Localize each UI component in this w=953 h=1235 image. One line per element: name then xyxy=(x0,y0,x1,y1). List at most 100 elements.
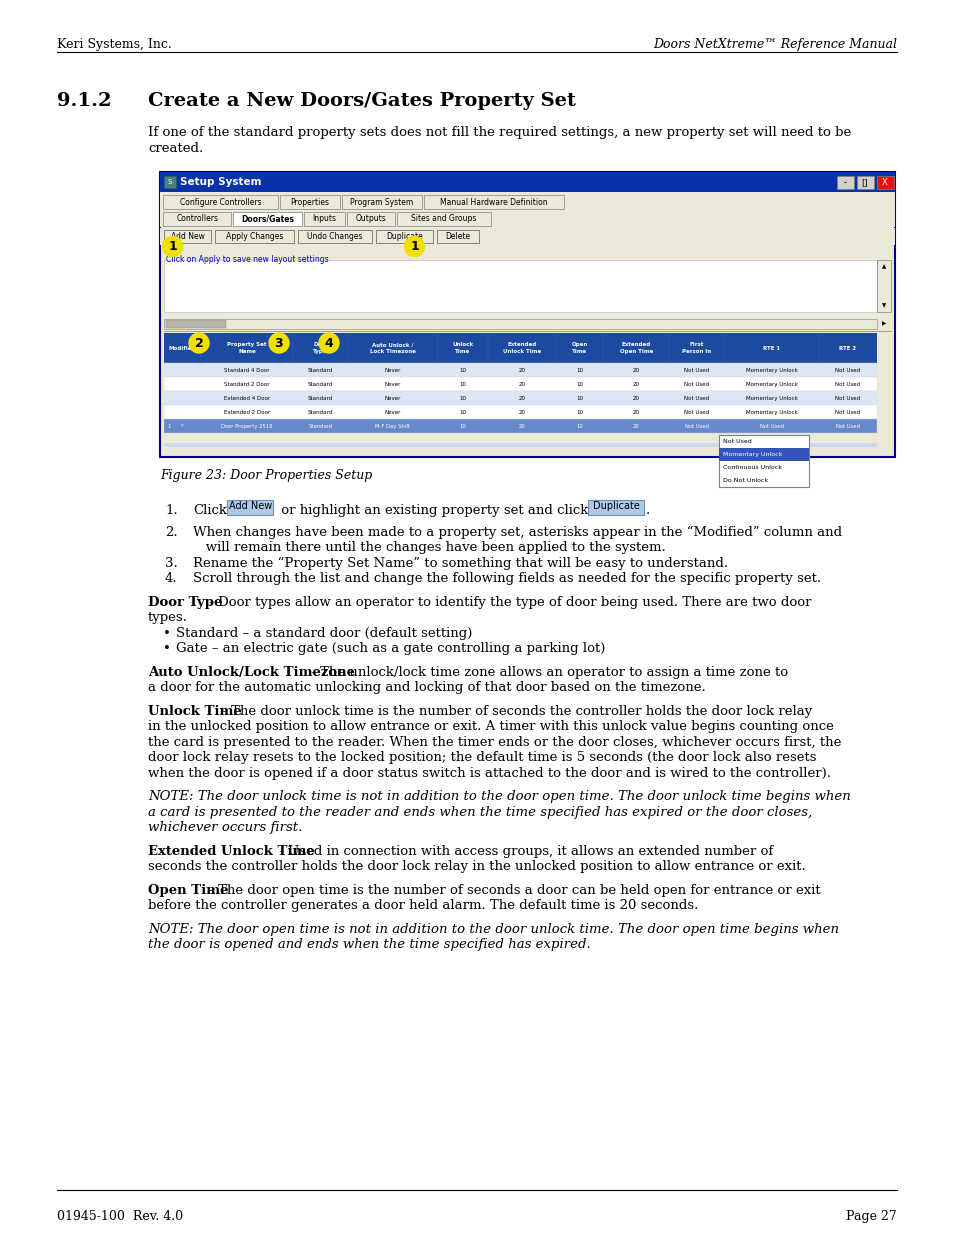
Bar xyxy=(160,228,894,245)
Circle shape xyxy=(318,333,338,353)
Bar xyxy=(396,212,491,226)
Text: 01945-100  Rev. 4.0: 01945-100 Rev. 4.0 xyxy=(57,1210,183,1223)
Text: Not Used: Not Used xyxy=(683,382,709,387)
Text: Momentary Unlock: Momentary Unlock xyxy=(722,452,782,457)
Bar xyxy=(164,363,876,377)
Text: 20: 20 xyxy=(517,424,525,429)
Text: 1: 1 xyxy=(168,240,176,253)
Text: - Used in connection with access groups, it allows an extended number of: - Used in connection with access groups,… xyxy=(274,845,773,857)
Bar xyxy=(297,230,372,243)
Text: Momentary Unlock: Momentary Unlock xyxy=(745,368,797,373)
Text: - The door open time is the number of seconds a door can be held open for entran: - The door open time is the number of se… xyxy=(205,884,820,897)
Bar xyxy=(160,210,894,227)
Text: Not Used: Not Used xyxy=(683,395,709,400)
Text: Delete: Delete xyxy=(445,232,470,241)
Text: 1: 1 xyxy=(410,240,418,253)
Text: 10: 10 xyxy=(458,410,466,415)
Text: Scroll through the list and change the following fields as needed for the specif: Scroll through the list and change the f… xyxy=(193,572,821,585)
Text: *: * xyxy=(181,424,184,429)
Text: 20: 20 xyxy=(517,382,525,387)
Bar xyxy=(166,320,226,329)
Text: 9.1.2: 9.1.2 xyxy=(57,91,112,110)
Text: Configure Controllers: Configure Controllers xyxy=(179,198,261,206)
Text: Do Not Unlock: Do Not Unlock xyxy=(722,478,768,483)
Bar xyxy=(836,177,853,189)
Text: seconds the controller holds the door lock relay in the unlocked position to all: seconds the controller holds the door lo… xyxy=(148,861,805,873)
Text: Add New: Add New xyxy=(229,501,272,511)
Text: a door for the automatic unlocking and locking of that door based on the timezon: a door for the automatic unlocking and l… xyxy=(148,682,705,694)
Text: a card is presented to the reader and ends when the time specified has expired o: a card is presented to the reader and en… xyxy=(148,805,811,819)
Text: Open Time: Open Time xyxy=(148,884,229,897)
Text: 4: 4 xyxy=(324,336,333,350)
Text: Controllers: Controllers xyxy=(176,214,218,224)
Text: ▲: ▲ xyxy=(881,264,885,269)
Text: Momentary Unlock: Momentary Unlock xyxy=(745,382,797,387)
Text: the door is opened and ends when the time specified has expired.: the door is opened and ends when the tim… xyxy=(148,939,590,951)
Circle shape xyxy=(269,333,289,353)
Text: 20: 20 xyxy=(517,410,525,415)
Bar xyxy=(436,230,478,243)
Text: 10: 10 xyxy=(458,382,466,387)
Text: Properties: Properties xyxy=(291,198,329,206)
Text: Standard 2 Door: Standard 2 Door xyxy=(224,382,270,387)
Text: NOTE: The door open time is not in addition to the door unlock time. The door op: NOTE: The door open time is not in addit… xyxy=(148,923,838,936)
Text: ▶: ▶ xyxy=(881,321,885,326)
Text: Rename the “Property Set Name” to something that will be easy to understand.: Rename the “Property Set Name” to someth… xyxy=(193,557,727,569)
Text: 10: 10 xyxy=(458,368,466,373)
Text: types.: types. xyxy=(148,611,188,624)
Circle shape xyxy=(404,236,424,257)
Bar xyxy=(164,230,211,243)
Text: Doors/Gates: Doors/Gates xyxy=(241,214,294,224)
Bar xyxy=(164,391,876,405)
Text: Not Used: Not Used xyxy=(835,410,860,415)
Text: .: . xyxy=(645,504,650,517)
FancyBboxPatch shape xyxy=(227,499,274,515)
Text: Never: Never xyxy=(384,395,400,400)
Text: when the door is opened if a door status switch is attached to the door and is w: when the door is opened if a door status… xyxy=(148,767,830,779)
Text: X: X xyxy=(882,178,887,186)
Bar xyxy=(347,212,395,226)
Bar xyxy=(164,333,876,363)
Text: Property Set
Name: Property Set Name xyxy=(227,342,266,353)
Text: 2: 2 xyxy=(194,336,203,350)
Text: First
Person In: First Person In xyxy=(681,342,711,353)
Text: Not Used: Not Used xyxy=(835,382,860,387)
Text: 10: 10 xyxy=(576,382,582,387)
Text: Never: Never xyxy=(384,382,400,387)
Text: Standard: Standard xyxy=(308,395,333,400)
Text: Door Property 2516: Door Property 2516 xyxy=(221,424,273,429)
Text: Duplicate: Duplicate xyxy=(593,501,639,511)
Text: 2.: 2. xyxy=(165,526,177,538)
Bar xyxy=(719,448,808,461)
Bar xyxy=(160,172,894,191)
Text: Momentary Unlock: Momentary Unlock xyxy=(745,410,797,415)
Bar xyxy=(164,261,876,312)
Text: 20: 20 xyxy=(632,382,639,387)
Bar xyxy=(214,230,294,243)
Text: Standard – a standard door (default setting): Standard – a standard door (default sett… xyxy=(175,626,472,640)
Text: Standard 4 Door: Standard 4 Door xyxy=(224,368,270,373)
Text: Standard: Standard xyxy=(308,424,333,429)
Text: Not Used: Not Used xyxy=(835,395,860,400)
Text: •: • xyxy=(163,642,171,656)
Text: M-F Day Shift: M-F Day Shift xyxy=(375,424,410,429)
Text: Not Used: Not Used xyxy=(683,410,709,415)
Circle shape xyxy=(162,236,182,257)
Text: -: - xyxy=(842,178,845,186)
Text: Manual Hardware Definition: Manual Hardware Definition xyxy=(439,198,547,206)
Text: 4.: 4. xyxy=(165,572,177,585)
Text: Click: Click xyxy=(193,504,227,517)
Text: Modified: Modified xyxy=(169,346,196,351)
Text: Page 27: Page 27 xyxy=(845,1210,896,1223)
Text: 10: 10 xyxy=(576,368,582,373)
Text: Unlock Time: Unlock Time xyxy=(148,705,241,718)
Text: before the controller generates a door held alarm. The default time is 20 second: before the controller generates a door h… xyxy=(148,899,698,913)
Bar xyxy=(163,212,231,226)
Text: 1: 1 xyxy=(167,424,171,429)
Text: 20: 20 xyxy=(517,395,525,400)
Text: Open
Time: Open Time xyxy=(571,342,587,353)
Bar xyxy=(164,319,876,329)
Text: Door
Type: Door Type xyxy=(313,342,328,353)
Text: 10: 10 xyxy=(458,424,465,429)
Text: Extended
Open Time: Extended Open Time xyxy=(619,342,652,353)
